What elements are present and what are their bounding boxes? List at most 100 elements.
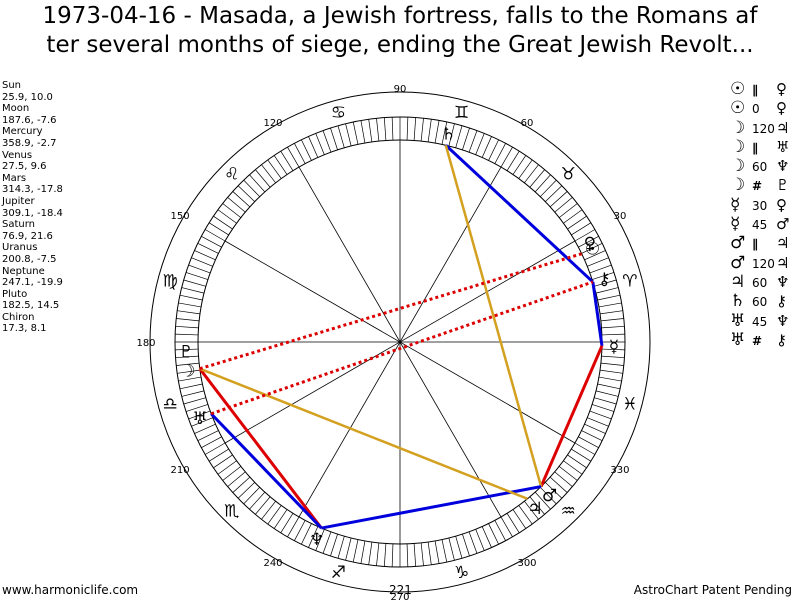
degree-tick	[178, 302, 202, 308]
aspect-row: ☽ ∥ ♅	[730, 136, 800, 157]
degree-tick	[578, 236, 599, 248]
planet-name: Mercury	[2, 126, 43, 138]
degree-tick	[406, 543, 409, 567]
footer-patent: AstroChart Patent Pending	[633, 583, 792, 597]
degree-tick	[518, 505, 533, 525]
aspect-line	[210, 412, 323, 530]
degree-tick	[330, 127, 338, 150]
aspect-line	[539, 345, 604, 488]
degree-tick	[267, 505, 282, 525]
degree-tick	[179, 294, 203, 301]
degree-tick	[383, 543, 387, 567]
degree-tick	[191, 417, 213, 427]
aspect-planet-1: ♂	[730, 252, 746, 273]
planet-saturn-icon: ♄	[441, 125, 456, 145]
degree-tick	[581, 430, 603, 441]
degree-tick	[176, 362, 200, 366]
degree-label: 240	[263, 558, 282, 569]
title-line-2: ter several months of siege, ending the …	[46, 32, 754, 58]
degree-tick	[183, 397, 206, 405]
planet-name: Saturn	[2, 219, 36, 231]
degree-tick	[601, 333, 625, 336]
degree-tick	[599, 310, 623, 315]
degree-tick	[204, 442, 226, 455]
planet-position: 27.5, 9.6	[2, 161, 47, 173]
aspect-row: ♄ 60 ⚷	[730, 291, 800, 311]
zodiac-sign-icon: ♊	[454, 103, 469, 123]
aspect-planet-1: ☽	[730, 117, 746, 138]
degree-tick	[427, 541, 432, 565]
degree-tick	[261, 164, 276, 184]
degree-tick	[558, 466, 578, 481]
degree-label: 330	[610, 465, 629, 476]
aspect-planet-2: ♃	[776, 253, 790, 272]
aspect-planet-2: ♆	[776, 272, 790, 291]
planet-position: 182.5, 14.5	[2, 300, 60, 312]
aspect-line	[199, 252, 583, 371]
house-spoke	[224, 240, 576, 444]
planet-name: Mars	[2, 172, 27, 184]
aspect-planet-2: ♀	[776, 99, 787, 118]
chart-title: 1973-04-16 - Masada, a Jewish fortress, …	[0, 2, 800, 60]
degree-tick	[188, 264, 211, 274]
degree-tick	[574, 229, 596, 242]
planet-mercury-icon: ☿	[609, 337, 619, 357]
aspect-row: ♅ 45 ♆	[730, 311, 800, 331]
degree-tick	[383, 117, 387, 141]
aspect-planet-1: ☽	[730, 136, 746, 157]
planet-position: 309.1, -18.4	[2, 207, 63, 219]
planet-position: 25.9, 10.0	[2, 91, 53, 103]
degree-tick	[494, 143, 506, 164]
degree-tick	[315, 133, 325, 155]
aspect-line	[591, 281, 604, 347]
aspect-row: ♂ ∥ ♃	[730, 234, 800, 254]
aspect-row: ♃ 60 ♆	[730, 272, 800, 292]
degree-tick	[287, 146, 300, 168]
degree-tick	[175, 325, 199, 329]
degree-tick	[249, 491, 266, 510]
degree-tick	[448, 123, 455, 147]
degree-tick	[545, 185, 563, 202]
zodiac-sign-icon: ♑	[454, 563, 469, 583]
degree-tick	[360, 540, 366, 564]
aspect-planet-2: ♅	[776, 137, 790, 156]
aspect-type: 120	[752, 121, 775, 136]
degree-tick	[413, 117, 417, 141]
degree-tick	[571, 222, 591, 236]
degree-label: 60	[521, 118, 534, 129]
degree-label: 300	[517, 558, 536, 569]
aspect-planet-2: ♀	[776, 80, 787, 98]
aspect-row: ☉ ∥ ♀	[730, 79, 800, 99]
zodiac-sign-icon: ♓	[622, 395, 637, 415]
degree-tick	[308, 526, 319, 548]
degree-tick	[595, 390, 619, 397]
degree-tick	[455, 125, 463, 148]
aspect-type: ∥	[752, 83, 758, 97]
degree-tick	[595, 287, 619, 294]
degree-tick	[243, 487, 260, 505]
degree-tick	[549, 476, 568, 493]
degree-tick	[294, 143, 306, 164]
degree-tick	[475, 133, 485, 155]
degree-tick	[267, 159, 282, 179]
degree-tick	[227, 471, 246, 487]
degree-tick	[345, 123, 352, 147]
degree-label: 270	[390, 592, 409, 600]
degree-tick	[201, 436, 222, 448]
degree-tick	[584, 423, 606, 434]
degree-tick	[204, 229, 226, 242]
aspect-planet-2: ⚷	[776, 292, 787, 311]
degree-tick	[280, 151, 294, 171]
degree-tick	[273, 155, 288, 175]
degree-tick	[280, 513, 294, 533]
aspect-list: ☉ ∥ ♀ ☉ 0 ♀ ☽ 120♃ ☽ ∥ ♅ ☽ 60 ♆ ☽ # ♇ ☿ 30 ♀ ☿ 45 ♂ ♂ ∥ ♃ ♂ 120♃ ♃ 60…	[730, 79, 800, 350]
planet-name: Uranus	[2, 242, 38, 254]
aspect-planet-2: ♃	[776, 118, 790, 137]
degree-tick	[512, 155, 527, 175]
degree-tick	[587, 417, 609, 427]
footer-number: 221	[389, 583, 412, 597]
planet-position-list: Sun 25.9, 10.0 Moon 187.6, -7.6 Mercury 358.9…	[2, 80, 63, 335]
aspect-planet-2: ♇	[776, 176, 790, 195]
planet-chiron-icon: ⚷	[598, 269, 610, 289]
degree-tick	[448, 537, 455, 561]
